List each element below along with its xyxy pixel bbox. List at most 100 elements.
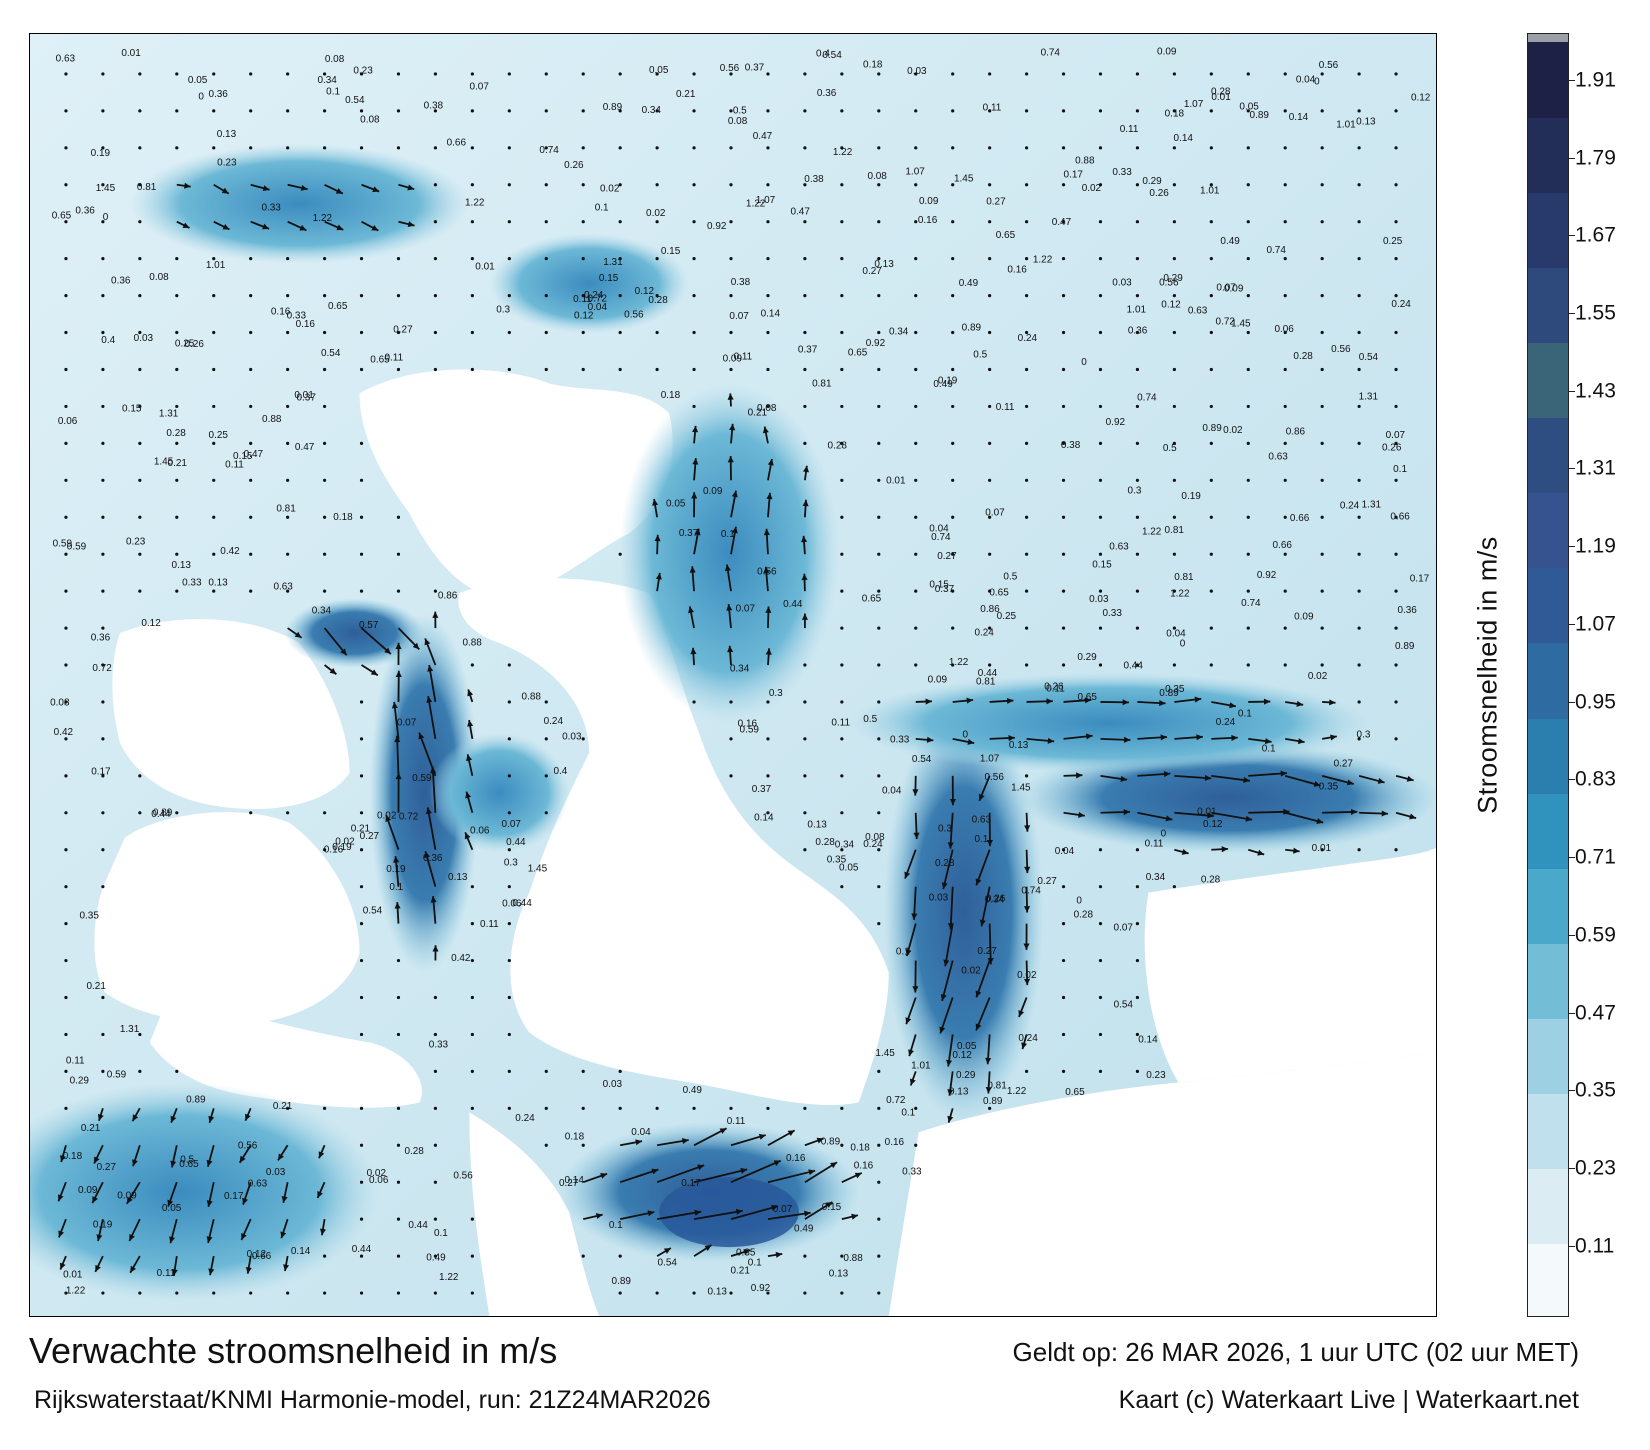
current-arrow-head: [697, 1164, 705, 1171]
speed-value-label: 0.13: [1009, 740, 1029, 751]
colorbar-band: [1528, 1167, 1568, 1244]
calm-point-marker: [914, 330, 918, 335]
calm-point-marker: [396, 293, 401, 298]
speed-value-label: 0.15: [1092, 559, 1112, 570]
speed-value-label: 0.07: [397, 718, 417, 729]
speed-value-label: 0.04: [1296, 75, 1316, 86]
calm-point-marker: [1061, 183, 1066, 187]
speed-value-label: 0.21: [676, 89, 696, 100]
speed-value-label: 0.44: [151, 809, 171, 820]
calm-point-marker: [1024, 257, 1029, 261]
calm-point-marker: [359, 1180, 364, 1184]
calm-point-marker: [1246, 515, 1250, 519]
calm-point-marker: [1283, 478, 1287, 482]
calm-point-marker: [1061, 922, 1066, 926]
current-arrow-head: [432, 945, 439, 952]
current-arrow-head: [692, 425, 699, 433]
current-arrow-head: [466, 754, 472, 762]
current-arrow-head: [1297, 738, 1305, 745]
calm-point-marker: [544, 367, 548, 372]
calm-point-marker: [1320, 404, 1324, 409]
calm-point-marker: [101, 1291, 105, 1295]
current-arrow: [656, 1210, 702, 1221]
colorbar-tick-mark: [1569, 390, 1575, 392]
calm-point-marker: [803, 146, 807, 150]
land-central-north: [359, 369, 673, 599]
calm-point-marker: [1135, 663, 1140, 667]
current-arrow-head: [59, 1262, 66, 1270]
speed-value-label: 0.92: [751, 1283, 771, 1294]
calm-point-marker: [988, 626, 992, 630]
current-arrow-head: [635, 1139, 643, 1146]
speed-value-label: 0.11: [831, 718, 850, 729]
current-arrow-head: [395, 670, 402, 678]
speed-value-label: 0.38: [1061, 440, 1081, 451]
calm-point-marker: [803, 72, 807, 76]
current-arrow-head: [336, 224, 344, 231]
calm-point-marker: [322, 811, 327, 815]
colorbar-tick-mark: [1569, 1168, 1575, 1170]
current-arrow-head: [432, 611, 439, 618]
calm-point-marker: [618, 220, 622, 224]
speed-value-label: 0.08: [360, 115, 380, 126]
calm-point-marker: [951, 109, 955, 113]
speed-value-label: 0.28: [1293, 351, 1313, 362]
current-arrow-head: [395, 772, 402, 780]
calm-point-marker: [544, 72, 548, 76]
calm-point-marker: [507, 737, 511, 741]
calm-point-marker: [470, 1291, 474, 1295]
speed-value-label: 0.88: [843, 1253, 863, 1264]
speed-value-label: 0.27: [360, 831, 380, 842]
calm-point-marker: [877, 257, 881, 261]
calm-point-marker: [286, 257, 290, 261]
calm-point-marker: [840, 885, 844, 889]
speed-value-label: 0.04: [631, 1127, 651, 1138]
calm-point-marker: [951, 626, 955, 630]
current-arrow-head: [719, 1128, 727, 1134]
current-arrow-head: [1316, 818, 1324, 825]
speed-value-label: 0.72: [886, 1095, 906, 1106]
calm-point-marker: [840, 146, 844, 150]
speed-value-label: 0.89: [1250, 110, 1270, 121]
current-arrow-head: [1122, 699, 1129, 706]
calm-point-marker: [175, 146, 179, 150]
calm-point-marker: [1320, 220, 1324, 224]
calm-point-marker: [64, 774, 68, 778]
speed-value-label: 1.22: [439, 1272, 459, 1283]
calm-point-marker: [359, 995, 364, 1000]
speed-value-label: 0.07: [985, 508, 1005, 519]
current-arrow: [396, 735, 400, 776]
calm-point-marker: [803, 330, 807, 335]
speed-value-label: 0.18: [863, 60, 883, 71]
calm-point-marker: [1024, 220, 1029, 224]
speed-value-label: 0.01: [121, 48, 141, 59]
speed-value-label: 0.81: [276, 503, 296, 514]
calm-point-marker: [64, 589, 68, 593]
speed-value-label: 0.1: [1393, 464, 1407, 475]
speed-value-label: 0.1: [748, 1258, 762, 1269]
calm-point-marker: [470, 183, 474, 187]
speed-value-label: 0.11: [573, 294, 592, 305]
calm-point-marker: [507, 109, 511, 113]
speed-value-label: 0.66: [252, 1251, 272, 1262]
colorbar-tick-label: 0.83: [1575, 767, 1616, 791]
calm-point-marker: [1172, 220, 1176, 224]
speed-value-label: 0.03: [929, 893, 949, 904]
colorbar-band: [1528, 417, 1568, 494]
calm-point-marker: [692, 183, 696, 187]
current-arrow: [693, 1168, 748, 1184]
calm-point-marker: [840, 774, 844, 778]
current-arrow-head: [987, 958, 994, 965]
current-arrow-head: [800, 535, 808, 543]
speed-value-label: 1.07: [756, 195, 776, 206]
speed-value-label: 0.01: [475, 261, 495, 272]
calm-point-marker: [1209, 626, 1213, 630]
calm-point-marker: [322, 257, 327, 261]
calm-point-marker: [840, 367, 844, 372]
calm-point-marker: [655, 109, 659, 113]
current-arrow-head: [262, 223, 270, 230]
calm-point-marker: [249, 293, 253, 298]
calm-point-marker: [544, 330, 548, 335]
speed-value-label: 0.54: [822, 50, 842, 61]
calm-point-marker: [138, 257, 142, 261]
